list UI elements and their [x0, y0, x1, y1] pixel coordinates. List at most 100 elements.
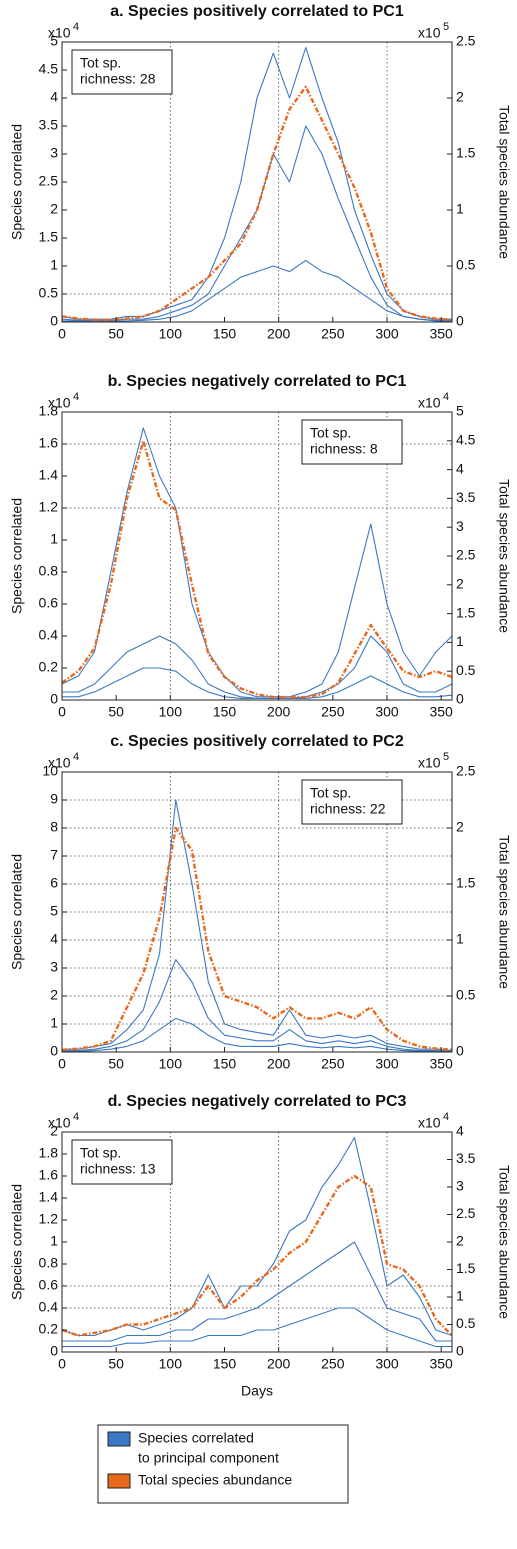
y-tick-label: 0.6: [39, 595, 59, 611]
richness-text: Tot sp.: [80, 1145, 121, 1161]
x-tick-label: 100: [159, 326, 183, 342]
y-tick-label: 2.5: [39, 173, 59, 189]
y2-tick-label: 3.5: [456, 1150, 476, 1166]
y-tick-label: 3.5: [39, 117, 59, 133]
x-tick-label: 200: [267, 704, 291, 720]
y2-tick-label: 0.5: [456, 662, 476, 678]
x-tick-label: 200: [267, 1056, 291, 1072]
y-tick-label: 1.6: [39, 1167, 59, 1183]
legend-swatch: [107, 1473, 131, 1489]
x-axis-label: Days: [241, 1383, 273, 1399]
y-tick-label: 2: [50, 201, 58, 217]
y-tick-label: 8: [50, 819, 58, 835]
y2-tick-label: 0.5: [456, 257, 476, 273]
y-scale-exponent: 4: [73, 21, 79, 33]
y-tick-label: 0.2: [39, 1321, 59, 1337]
species-line: [62, 667, 453, 699]
x-tick-label: 350: [429, 1056, 453, 1072]
x-tick-label: 150: [213, 1056, 237, 1072]
y-tick-label: 0.2: [39, 659, 59, 675]
x-tick-label: 350: [429, 1356, 453, 1372]
richness-text: Tot sp.: [80, 55, 121, 71]
x-tick-label: 250: [321, 326, 345, 342]
y-tick-label: 5: [50, 903, 58, 919]
richness-box: [71, 49, 173, 95]
y2-tick-label: 5: [456, 403, 464, 419]
y2-tick-label: 0: [456, 1043, 464, 1059]
y2-tick-label: 1.5: [456, 1260, 476, 1276]
y-tick-label: 1: [50, 531, 58, 547]
x-tick-label: 0: [58, 1056, 66, 1072]
x-tick-label: 300: [375, 1056, 399, 1072]
y2-scale-label: x10: [418, 1115, 441, 1131]
y-tick-label: 6: [50, 875, 58, 891]
y-tick-label: 4.5: [39, 61, 59, 77]
richness-box: [71, 1139, 173, 1185]
y-tick-label: 0.6: [39, 1277, 59, 1293]
x-tick-label: 150: [213, 704, 237, 720]
y-tick-label: 1.4: [39, 467, 59, 483]
y-tick-label: 1.4: [39, 1189, 59, 1205]
y-tick-label: 0: [50, 691, 58, 707]
y-scale-label: x10: [48, 755, 71, 771]
y2-tick-label: 1: [456, 201, 464, 217]
y2-tick-label: 2: [456, 819, 464, 835]
y-tick-label: 1.5: [39, 229, 59, 245]
y2-scale-exponent: 4: [443, 391, 449, 403]
species-line: [62, 799, 453, 1052]
panel-title: d. Species negatively correlated to PC3: [108, 1093, 407, 1110]
y-tick-label: 1.8: [39, 403, 59, 419]
x-tick-label: 50: [108, 326, 124, 342]
richness-text: richness: 28: [80, 71, 156, 87]
total-abundance-line: [61, 826, 453, 1051]
y-scale-label: x10: [48, 395, 71, 411]
panel-title: c. Species positively correlated to PC2: [110, 733, 404, 750]
y-tick-label: 7: [50, 847, 58, 863]
y2-tick-label: 1: [456, 931, 464, 947]
y2-axis-label: Total species abundance: [496, 835, 512, 989]
x-tick-label: 200: [267, 326, 291, 342]
y-tick-label: 0: [50, 1043, 58, 1059]
x-tick-label: 300: [375, 1356, 399, 1372]
x-tick-label: 50: [108, 1356, 124, 1372]
y-tick-label: 10: [42, 763, 58, 779]
y2-scale-label: x10: [418, 395, 441, 411]
y2-tick-label: 4.5: [456, 432, 476, 448]
y2-tick-label: 2.5: [456, 33, 476, 49]
y-axis-label: Species correlated: [9, 854, 25, 970]
richness-text: richness: 8: [310, 441, 378, 457]
richness-box: [301, 419, 403, 465]
y-tick-label: 0.4: [39, 627, 59, 643]
y2-tick-label: 3.5: [456, 489, 476, 505]
y2-tick-label: 0: [456, 1343, 464, 1359]
y-tick-label: 3: [50, 959, 58, 975]
y-tick-label: 2: [50, 987, 58, 1003]
legend-box: [97, 1424, 349, 1504]
total-abundance-line: [61, 1174, 453, 1337]
y-scale-exponent: 4: [73, 1111, 79, 1123]
y-tick-label: 1: [50, 257, 58, 273]
y2-tick-label: 2: [456, 576, 464, 592]
y2-tick-label: 0: [456, 691, 464, 707]
y2-tick-label: 0.5: [456, 1315, 476, 1331]
y2-scale-exponent: 5: [443, 21, 449, 33]
y2-tick-label: 0.5: [456, 987, 476, 1003]
y-tick-label: 1: [50, 1015, 58, 1031]
y2-tick-label: 1: [456, 633, 464, 649]
y2-tick-label: 3: [456, 1178, 464, 1194]
x-tick-label: 150: [213, 1356, 237, 1372]
legend-label: Total species abundance: [138, 1472, 292, 1488]
richness-text: richness: 22: [310, 801, 386, 817]
x-tick-label: 0: [58, 704, 66, 720]
species-line: [61, 427, 453, 698]
y-tick-label: 4: [50, 931, 58, 947]
y2-tick-label: 2.5: [456, 547, 476, 563]
y2-tick-label: 2.5: [456, 1205, 476, 1221]
species-line: [62, 259, 452, 322]
y2-tick-label: 2: [456, 89, 464, 105]
y2-axis-label: Total species abundance: [496, 479, 512, 633]
x-tick-label: 200: [267, 1356, 291, 1372]
y-tick-label: 3: [50, 145, 58, 161]
x-tick-label: 250: [321, 704, 345, 720]
y-tick-label: 0.8: [39, 563, 59, 579]
